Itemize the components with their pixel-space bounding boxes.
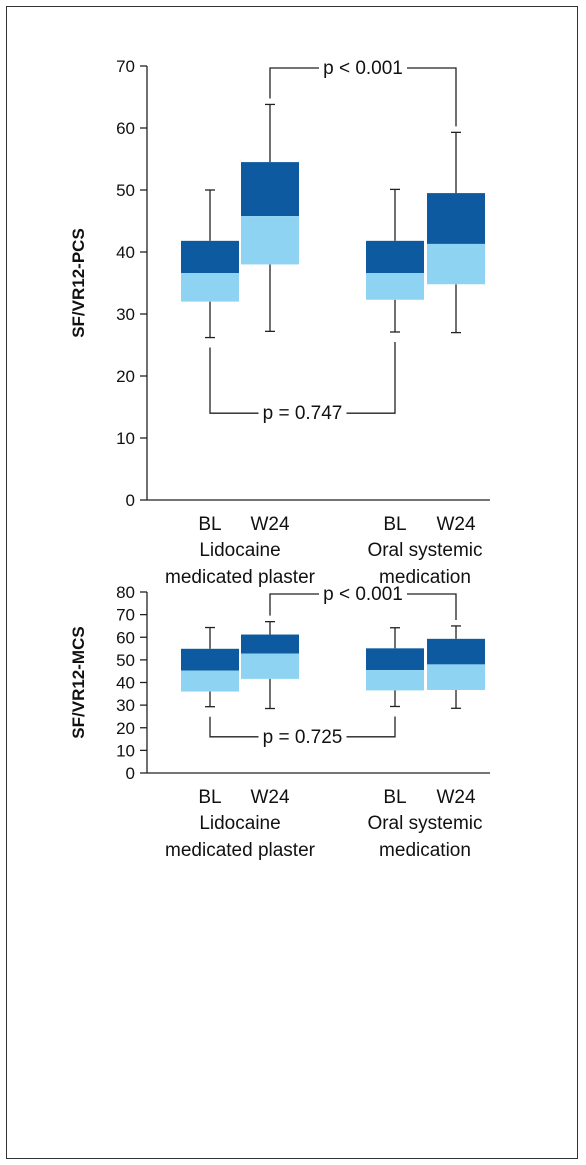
group-label: Lidocaine — [199, 813, 280, 834]
box-lower-quartile — [181, 273, 239, 302]
y-tick-label: 50 — [116, 651, 135, 670]
significance-bracket-right — [346, 716, 396, 738]
significance-bracket-left — [269, 593, 319, 616]
category-label: W24 — [436, 514, 476, 535]
y-tick-label: 20 — [116, 367, 135, 386]
box-upper-quartile — [366, 648, 424, 671]
box-upper-quartile — [241, 162, 299, 217]
y-tick-label: 40 — [116, 674, 135, 693]
group-label: medication — [379, 840, 471, 861]
p-value-label: p = 0.725 — [263, 727, 343, 748]
group-label: Lidocaine — [199, 540, 280, 561]
y-tick-label: 30 — [116, 305, 135, 324]
significance-bracket-right — [407, 593, 457, 620]
category-label: W24 — [436, 787, 476, 808]
y-tick-label: 70 — [116, 606, 135, 625]
significance-bracket-right — [407, 67, 457, 127]
significance-bracket-left — [209, 347, 259, 414]
y-tick-label: 0 — [126, 491, 135, 510]
category-label: BL — [383, 787, 406, 808]
box-upper-quartile — [427, 638, 485, 665]
category-label: BL — [198, 787, 221, 808]
y-tick-label: 0 — [126, 764, 135, 783]
box-lower-quartile — [241, 653, 299, 679]
y-tick-label: 80 — [116, 583, 135, 602]
box-lower-quartile — [427, 243, 485, 285]
group-label: Oral systemic — [367, 813, 482, 834]
category-label: BL — [383, 514, 406, 535]
y-tick-label: 10 — [116, 429, 135, 448]
group-label: medication — [379, 567, 471, 588]
box-lower-quartile — [181, 670, 239, 692]
box-upper-quartile — [181, 648, 239, 671]
category-label: BL — [198, 514, 221, 535]
box-upper-quartile — [427, 193, 485, 244]
y-tick-label: 20 — [116, 719, 135, 738]
box-lower-quartile — [241, 216, 299, 265]
box-upper-quartile — [366, 240, 424, 274]
group-label: Oral systemic — [367, 540, 482, 561]
significance-bracket-left — [209, 716, 259, 738]
y-tick-label: 50 — [116, 181, 135, 200]
y-tick-label: 60 — [116, 119, 135, 138]
box-lower-quartile — [427, 664, 485, 690]
box-lower-quartile — [366, 273, 424, 300]
p-value-label: p = 0.747 — [263, 403, 343, 424]
y-tick-label: 60 — [116, 628, 135, 647]
box-upper-quartile — [181, 240, 239, 274]
p-value-label: p < 0.001 — [323, 58, 403, 79]
y-axis-title: SF/VR12-PCS — [69, 228, 88, 338]
box-lower-quartile — [366, 670, 424, 691]
box-upper-quartile — [241, 634, 299, 654]
y-tick-label: 70 — [116, 57, 135, 76]
category-label: W24 — [250, 787, 290, 808]
significance-bracket-right — [346, 341, 396, 414]
y-axis-title: SF/VR12-MCS — [69, 626, 88, 738]
group-label: medicated plaster — [165, 840, 316, 861]
y-tick-label: 10 — [116, 741, 135, 760]
figure-frame — [6, 6, 578, 1159]
y-tick-label: 40 — [116, 243, 135, 262]
p-value-label: p < 0.001 — [323, 584, 403, 605]
group-label: medicated plaster — [165, 567, 316, 588]
y-tick-label: 30 — [116, 696, 135, 715]
category-label: W24 — [250, 514, 290, 535]
significance-bracket-left — [269, 67, 319, 99]
